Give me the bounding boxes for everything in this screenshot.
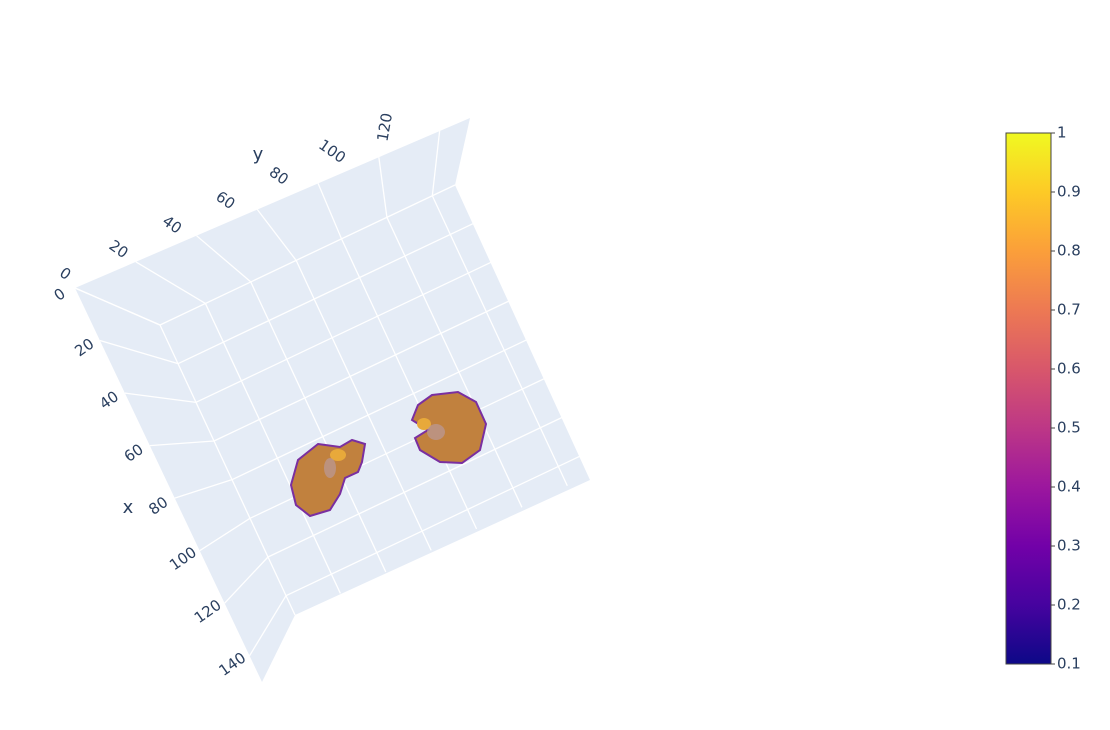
scene	[74, 118, 590, 682]
x-tick-label: 100	[166, 543, 200, 574]
y-tick-label: 120	[373, 111, 396, 142]
grid-line	[195, 261, 492, 403]
grid-line	[295, 260, 432, 551]
x-tick-label: 120	[191, 596, 225, 627]
isosurface-highlight	[324, 458, 336, 478]
colorbar-tick-label: 0.6	[1057, 360, 1081, 378]
y-tick-label: 0	[56, 263, 74, 283]
grid-line	[159, 324, 296, 616]
grid-line	[431, 195, 568, 487]
grid-line	[124, 392, 197, 403]
grid-line	[204, 303, 341, 594]
grid-line	[213, 300, 510, 442]
grid-line	[386, 217, 523, 508]
x-tick-label: 60	[121, 440, 147, 466]
colorbar-tick-label: 0.9	[1057, 183, 1081, 201]
colorbar-tick-label: 0.2	[1057, 596, 1081, 614]
isosurface-highlight	[427, 424, 445, 440]
colorbar-tick-label: 0.5	[1057, 419, 1081, 437]
isosurface-blob	[289, 438, 367, 518]
grid-line	[177, 223, 474, 365]
y-tick-label: 80	[266, 163, 292, 189]
colorbar-tick-label: 0.1	[1057, 655, 1081, 673]
grid-line	[149, 440, 215, 447]
colorbar-tick-label: 0.7	[1057, 301, 1081, 319]
grid-line	[99, 339, 179, 365]
isosurface-blob	[410, 390, 488, 465]
y-tick-label: 100	[315, 136, 349, 167]
colorbar-tick-label: 1	[1057, 124, 1067, 142]
floor	[160, 185, 590, 615]
isosurface	[289, 390, 488, 518]
y-tick-label: 20	[106, 236, 132, 262]
y-tick-label: 40	[159, 212, 185, 238]
y-tick-label: 60	[212, 187, 238, 213]
grid-line	[224, 556, 269, 604]
y-axis-title: y	[253, 144, 264, 165]
grid-line	[340, 238, 478, 530]
x-tick-label: 20	[71, 335, 97, 361]
grid-line	[159, 184, 456, 326]
grid-line	[196, 235, 252, 283]
grid-line	[231, 339, 528, 481]
colorbar	[1005, 132, 1052, 665]
grid-line	[248, 595, 287, 657]
colorbar-tick-label: 0.4	[1057, 478, 1081, 496]
grid-line	[174, 479, 233, 499]
colorbar-tick-label: 0.8	[1057, 242, 1081, 260]
x-tick-label: 80	[145, 493, 171, 519]
grid-line	[256, 209, 297, 261]
grid-line	[135, 261, 206, 305]
grid-line	[317, 183, 343, 240]
grid-line	[431, 131, 441, 196]
grid-line	[74, 287, 161, 326]
grid-line	[285, 455, 582, 597]
x-tick-label: 40	[96, 387, 122, 413]
grid-line	[250, 281, 387, 573]
grid-line	[267, 416, 564, 558]
x-wall	[75, 288, 295, 682]
y-wall	[75, 118, 470, 325]
grid-line	[199, 517, 251, 552]
colorbar-tick-label: 0.3	[1057, 537, 1081, 555]
isosurface-highlight	[417, 418, 431, 430]
grid-line	[378, 157, 388, 218]
x-axis-title: x	[123, 497, 134, 518]
x-tick-label: 0	[51, 284, 69, 304]
x-tick-label: 140	[215, 649, 249, 680]
isosurface-highlight	[330, 449, 346, 461]
